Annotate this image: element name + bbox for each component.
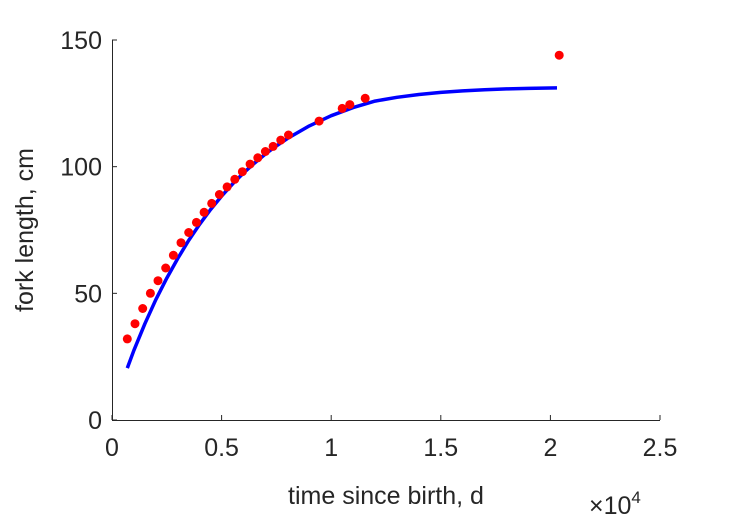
data-point xyxy=(130,319,140,329)
data-point xyxy=(176,238,186,248)
y-axis-label: fork length, cm xyxy=(11,148,39,312)
y-tick-label: 150 xyxy=(60,27,102,55)
data-point xyxy=(145,288,155,298)
data-point xyxy=(237,167,247,177)
y-tick-label: 50 xyxy=(74,280,102,308)
data-point xyxy=(138,304,148,313)
data-point xyxy=(268,141,278,151)
data-point xyxy=(253,153,263,163)
x-tick-label: 0.5 xyxy=(204,434,239,462)
fitted-curve xyxy=(125,86,558,369)
data-point xyxy=(230,174,240,184)
data-point xyxy=(337,103,347,113)
data-point xyxy=(276,135,286,145)
x-axis-exponent-base: ×10 xyxy=(589,492,631,520)
data-point xyxy=(245,159,255,169)
y-ticks: 0 50 100 150 xyxy=(60,27,117,435)
data-point xyxy=(207,198,217,208)
y-tick-label: 100 xyxy=(60,154,102,182)
data-point xyxy=(153,276,163,286)
data-point xyxy=(184,228,194,237)
x-axis-exponent: ×104 xyxy=(589,488,641,520)
x-tick-label: 1 xyxy=(324,434,338,462)
data-point xyxy=(260,147,270,156)
data-point xyxy=(284,130,293,140)
data-point xyxy=(360,93,370,103)
x-axis-exponent-power: 4 xyxy=(631,488,640,507)
data-point xyxy=(199,207,209,217)
data-point xyxy=(168,250,178,260)
data-point xyxy=(191,217,201,227)
data-point xyxy=(554,50,564,60)
x-tick-label: 1.5 xyxy=(423,434,458,462)
x-tick-label: 2.5 xyxy=(643,434,678,462)
x-axis: 0 0.5 1 1.5 2 2.5 xyxy=(105,415,677,462)
x-ticks: 0 0.5 1 1.5 2 2.5 xyxy=(105,415,677,462)
x-tick-label: 2 xyxy=(543,434,557,462)
data-point xyxy=(161,263,171,273)
data-point xyxy=(122,334,132,344)
data-point xyxy=(214,190,224,199)
x-tick-label: 0 xyxy=(105,434,119,462)
y-tick-label: 0 xyxy=(88,407,102,435)
plot-series xyxy=(122,50,564,369)
data-point xyxy=(314,116,324,126)
data-point xyxy=(222,182,232,192)
data-point xyxy=(345,100,355,110)
x-axis-label: time since birth, d xyxy=(288,482,484,510)
y-axis: 0 50 100 150 xyxy=(60,27,117,435)
